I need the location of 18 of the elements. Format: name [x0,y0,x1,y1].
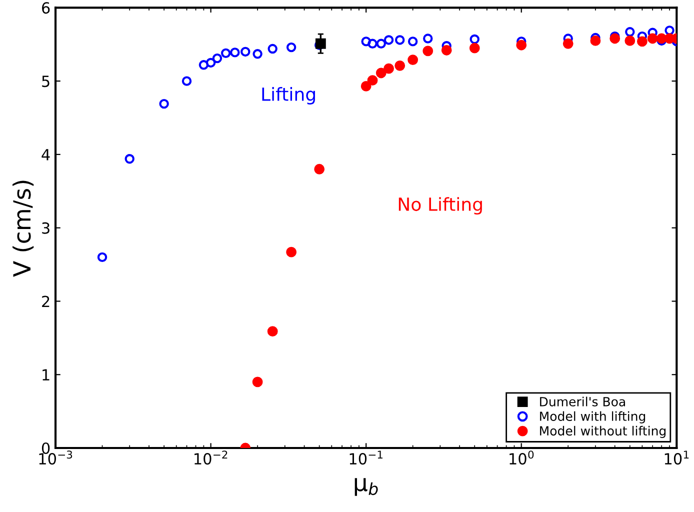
y-tick-label: 3 [42,222,50,234]
y-tick-label: 6 [42,2,50,14]
legend-label: Model with lifting [540,411,646,424]
legend-label: Model without lifting [540,426,666,438]
x-tick-label: 10$^{1}$ [664,450,689,465]
x-axis-title: μ$_{b}$ [354,478,378,496]
x-tick-label: 10$^{−2}$ [194,450,228,465]
y-tick-label: 5 [42,76,50,88]
y-tick-label: 2 [42,296,50,308]
annotation: No Lifting [398,197,482,215]
annotation: Lifting [262,87,315,104]
y-tick-label: 0 [42,442,50,454]
y-tick-label: 1 [42,369,50,380]
y-axis-title: V (cm/s) [12,180,34,277]
y-tick-label: 4 [42,149,50,160]
x-tick-label: 10$^{−1}$ [350,450,382,465]
legend-label: Dumeril's Boa [540,396,625,406]
x-tick-label: 10$^{0}$ [510,450,534,465]
